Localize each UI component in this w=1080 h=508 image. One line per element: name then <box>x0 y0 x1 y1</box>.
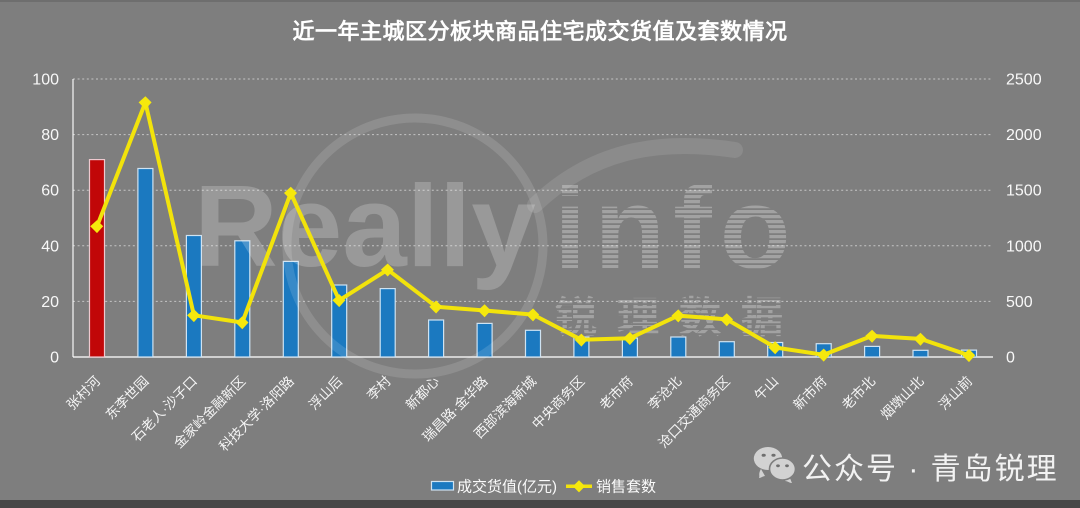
svg-text:20: 20 <box>41 294 59 311</box>
svg-text:Really: Really <box>194 161 536 291</box>
svg-text:烟墩山北: 烟墩山北 <box>878 373 927 422</box>
svg-text:老市北: 老市北 <box>838 372 878 412</box>
svg-text:销售套数: 销售套数 <box>596 479 656 496</box>
svg-text:锐理数据: 锐理数据 <box>555 294 803 341</box>
svg-text:80: 80 <box>41 127 59 144</box>
svg-text:午山: 午山 <box>752 374 782 404</box>
svg-text:新都心: 新都心 <box>403 373 443 413</box>
svg-text:2500: 2500 <box>1006 72 1042 89</box>
svg-text:0: 0 <box>50 350 59 367</box>
svg-text:100: 100 <box>32 72 59 89</box>
svg-text:老市府: 老市府 <box>596 373 636 413</box>
svg-text:东李世园: 东李世园 <box>103 374 152 423</box>
svg-text:40: 40 <box>41 238 59 255</box>
svg-text:李村: 李村 <box>364 373 394 403</box>
svg-text:新市府: 新市府 <box>790 373 830 413</box>
svg-text:60: 60 <box>41 183 59 200</box>
svg-text:中央商务区: 中央商务区 <box>529 374 587 432</box>
svg-text:1000: 1000 <box>1006 238 1042 255</box>
svg-text:0: 0 <box>1006 350 1015 367</box>
svg-text:500: 500 <box>1006 294 1033 311</box>
svg-text:1500: 1500 <box>1006 183 1042 200</box>
svg-text:浮山后: 浮山后 <box>306 374 345 413</box>
svg-text:李沧北: 李沧北 <box>644 372 684 412</box>
svg-text:2000: 2000 <box>1006 127 1042 144</box>
svg-text:张村河: 张村河 <box>64 373 104 413</box>
svg-text:成交货值(亿元): 成交货值(亿元) <box>457 478 557 496</box>
svg-text:info: info <box>554 163 799 293</box>
svg-text:浮山前: 浮山前 <box>935 373 975 413</box>
